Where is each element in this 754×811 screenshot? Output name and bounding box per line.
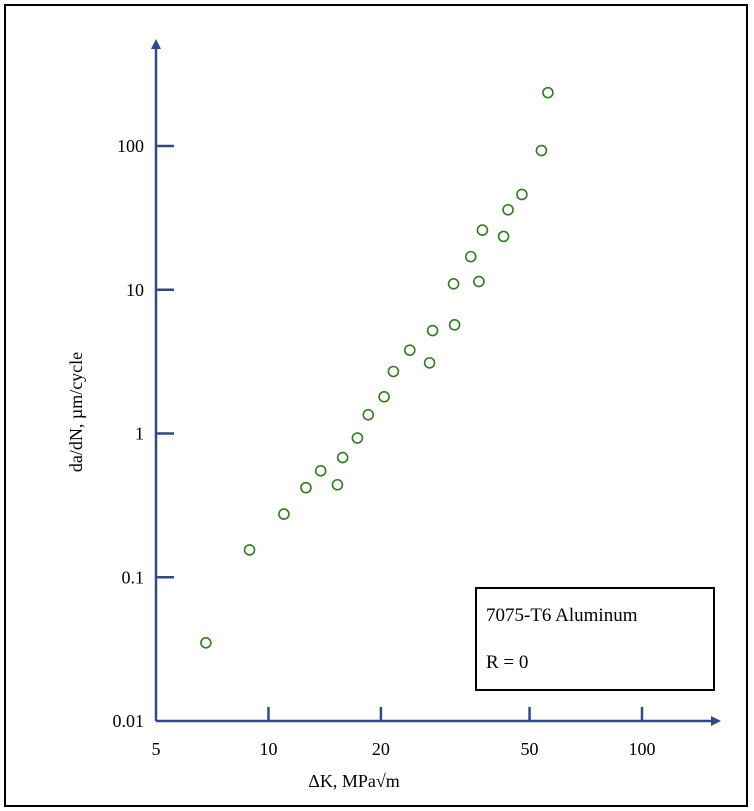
x-tick-label: 5 — [152, 739, 161, 759]
data-points — [200, 86, 554, 649]
data-point — [351, 432, 364, 444]
ticks: 5 10 20 50 100 0.01 0.1 1 10 100 — [113, 136, 656, 759]
x-tick-label: 100 — [629, 739, 656, 759]
data-point — [387, 365, 400, 378]
data-point — [502, 203, 514, 216]
y-tick-label: 1 — [135, 424, 144, 444]
data-point — [378, 391, 390, 403]
data-point — [535, 144, 548, 157]
data-point — [278, 508, 290, 520]
data-point — [473, 275, 485, 288]
data-point — [497, 230, 510, 243]
data-point — [464, 250, 477, 263]
data-point — [476, 224, 489, 236]
y-tick-label: 10 — [126, 280, 144, 300]
y-tick-label: 100 — [117, 136, 144, 156]
data-point — [516, 188, 528, 201]
legend-box: 7075-T6 Aluminum R = 0 — [475, 587, 715, 691]
data-point — [314, 465, 327, 477]
data-point — [336, 451, 349, 464]
data-point — [200, 636, 212, 649]
y-tick-label: 0.1 — [122, 567, 145, 587]
y-tick-label: 0.01 — [113, 711, 145, 731]
x-tick-label: 50 — [521, 739, 539, 759]
data-point — [423, 357, 436, 369]
data-point — [404, 344, 416, 356]
scatter-chart: 5 10 20 50 100 0.01 0.1 1 10 100 ΔK, MPa√m da/dN,… — [66, 39, 721, 791]
data-point — [447, 277, 460, 290]
y-axis-label: da/dN, µm/cycle — [66, 352, 86, 472]
data-point — [448, 319, 461, 331]
data-point — [362, 408, 375, 421]
data-point — [426, 324, 439, 337]
data-point — [331, 478, 344, 491]
chart-frame: 5 10 20 50 100 0.01 0.1 1 10 100 ΔK, MPa√m da/dN,… — [4, 4, 748, 807]
axes — [151, 39, 721, 726]
legend-line-material: 7075-T6 Aluminum — [486, 605, 638, 626]
x-axis-label: ΔK, MPa√m — [308, 771, 399, 791]
data-point — [300, 481, 312, 494]
x-tick-label: 20 — [372, 739, 390, 759]
data-point — [243, 544, 256, 556]
x-tick-label: 10 — [259, 739, 277, 759]
data-point — [542, 86, 554, 99]
legend-line-ratio: R = 0 — [486, 652, 528, 673]
